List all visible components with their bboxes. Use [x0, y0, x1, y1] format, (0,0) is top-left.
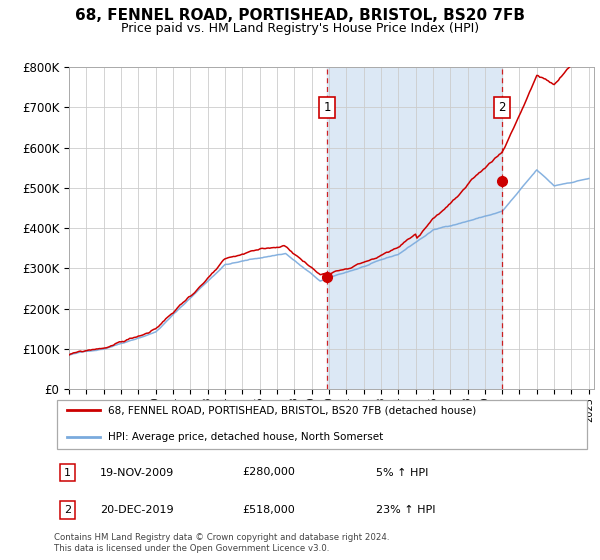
Text: £518,000: £518,000	[242, 505, 295, 515]
Text: HPI: Average price, detached house, North Somerset: HPI: Average price, detached house, Nort…	[108, 432, 383, 442]
Text: 19-NOV-2009: 19-NOV-2009	[100, 468, 174, 478]
Text: 1: 1	[323, 101, 331, 114]
Text: 2: 2	[498, 101, 505, 114]
Text: 20-DEC-2019: 20-DEC-2019	[100, 505, 173, 515]
Text: 2: 2	[64, 505, 71, 515]
Bar	[327, 67, 502, 389]
Text: Contains HM Land Registry data © Crown copyright and database right 2024.
This d: Contains HM Land Registry data © Crown c…	[54, 533, 389, 553]
Text: 23% ↑ HPI: 23% ↑ HPI	[376, 505, 436, 515]
Text: 5% ↑ HPI: 5% ↑ HPI	[376, 468, 428, 478]
Text: 1: 1	[64, 468, 71, 478]
Text: 68, FENNEL ROAD, PORTISHEAD, BRISTOL, BS20 7FB (detached house): 68, FENNEL ROAD, PORTISHEAD, BRISTOL, BS…	[108, 405, 476, 416]
Text: 68, FENNEL ROAD, PORTISHEAD, BRISTOL, BS20 7FB: 68, FENNEL ROAD, PORTISHEAD, BRISTOL, BS…	[75, 8, 525, 24]
Text: Price paid vs. HM Land Registry's House Price Index (HPI): Price paid vs. HM Land Registry's House …	[121, 22, 479, 35]
FancyBboxPatch shape	[56, 400, 587, 449]
Text: £280,000: £280,000	[242, 468, 295, 478]
